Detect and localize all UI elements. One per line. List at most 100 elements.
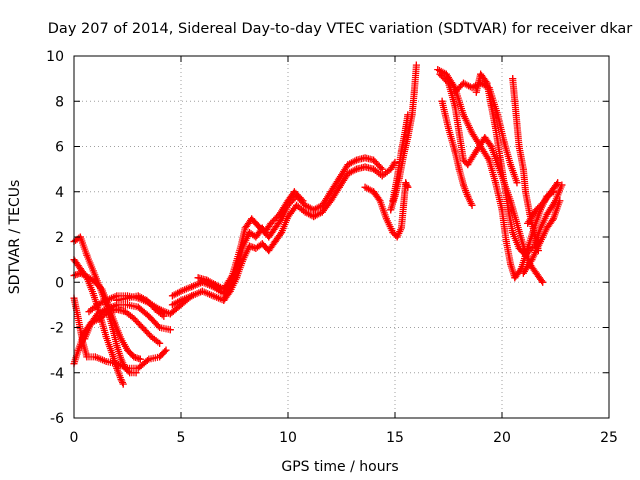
data-point (290, 188, 298, 196)
series-arc-10 (168, 158, 399, 309)
series-arc-6 (81, 301, 174, 343)
data-point (554, 179, 562, 187)
data-point (389, 228, 397, 236)
data-point (498, 206, 506, 214)
data-point (483, 79, 491, 87)
data-point (528, 256, 536, 264)
data-point (310, 213, 318, 221)
data-series-layer (70, 61, 566, 388)
data-point (387, 206, 395, 214)
data-point (299, 197, 307, 205)
series-arc-12 (361, 179, 412, 241)
data-point (284, 213, 292, 221)
data-point (393, 174, 401, 182)
data-point (76, 269, 84, 277)
data-markers (509, 75, 542, 255)
data-point (94, 310, 102, 318)
x-axis-label: GPS time / hours (281, 459, 398, 475)
data-point (451, 147, 459, 155)
data-point (265, 233, 273, 241)
data-point (239, 256, 247, 264)
data-point (537, 238, 545, 246)
data-point (113, 342, 121, 350)
data-point (117, 335, 125, 343)
data-point (352, 165, 360, 173)
x-tick-label: 15 (386, 430, 404, 446)
data-point (472, 147, 480, 155)
data-point (442, 70, 450, 78)
series-arc-14 (389, 111, 412, 205)
data-point (378, 172, 386, 180)
data-point (513, 120, 521, 128)
x-tick-label: 25 (600, 430, 618, 446)
series-arc-20 (438, 97, 476, 209)
data-point (438, 97, 446, 105)
data-point (87, 319, 95, 327)
data-point (402, 179, 410, 187)
x-tick-label: 5 (177, 430, 186, 446)
data-markers (361, 179, 412, 241)
data-point (85, 308, 93, 316)
data-point (145, 355, 153, 363)
data-point (487, 102, 495, 110)
data-point (143, 296, 151, 304)
data-point (543, 224, 551, 232)
data-point (102, 305, 110, 313)
chart-title: Day 207 of 2014, Sidereal Day-to-day VTE… (48, 21, 632, 37)
data-point (265, 247, 273, 255)
x-tick-label: 20 (493, 430, 511, 446)
data-point (532, 269, 540, 277)
y-tick-label: 4 (55, 185, 64, 201)
data-point (109, 351, 117, 359)
data-point (504, 206, 512, 214)
data-point (519, 165, 527, 173)
data-point (252, 233, 260, 241)
series-arc-11 (194, 188, 307, 293)
data-point (391, 158, 399, 166)
data-point (177, 287, 185, 295)
data-point (102, 296, 110, 304)
data-point (459, 79, 467, 87)
data-point (145, 312, 153, 320)
data-point (370, 188, 378, 196)
data-point (459, 181, 467, 189)
data-point (352, 156, 360, 164)
data-point (509, 75, 517, 83)
data-point (378, 165, 386, 173)
data-point (459, 111, 467, 119)
data-point (166, 310, 174, 318)
data-point (74, 346, 82, 354)
axis-ticks: 0 5 10 15 20 25 -6 -4 -2 0 2 4 6 8 10 (46, 49, 618, 446)
data-point (258, 240, 266, 248)
data-point (451, 102, 459, 110)
data-point (275, 210, 283, 218)
data-point (382, 215, 390, 223)
data-point (89, 267, 97, 275)
data-point (194, 274, 202, 282)
data-point (511, 274, 519, 282)
data-point (113, 296, 121, 304)
data-point (130, 353, 138, 361)
data-point (485, 156, 493, 164)
data-point (160, 312, 168, 320)
data-point (91, 278, 99, 286)
data-point (147, 333, 155, 341)
data-point (117, 376, 125, 384)
data-point (124, 294, 131, 302)
data-point (404, 111, 412, 119)
data-point (455, 129, 463, 137)
grid-lines (74, 56, 609, 418)
data-point (556, 197, 564, 205)
data-point (209, 292, 217, 300)
data-point (513, 179, 521, 187)
data-point (318, 208, 326, 216)
data-point (134, 292, 142, 300)
y-axis-label: SDTVAR / TECUs (7, 180, 23, 295)
data-point (111, 319, 119, 327)
data-point (492, 179, 500, 187)
data-point (344, 170, 352, 178)
data-point (130, 314, 138, 322)
data-point (494, 111, 502, 119)
data-point (477, 70, 485, 78)
data-point (464, 161, 472, 169)
